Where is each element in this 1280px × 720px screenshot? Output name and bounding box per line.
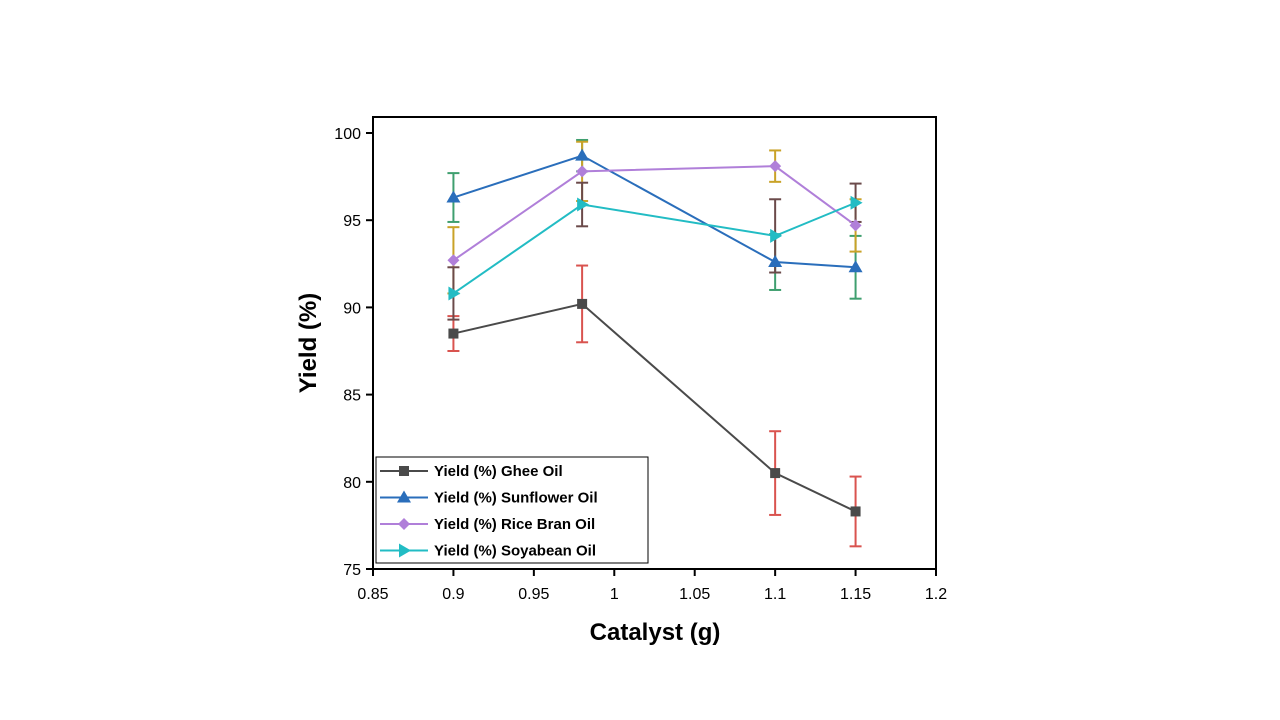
data-point bbox=[850, 506, 861, 517]
x-tick-label: 1 bbox=[610, 586, 619, 603]
legend-marker bbox=[397, 490, 411, 503]
y-tick-label: 90 bbox=[343, 300, 361, 317]
data-point bbox=[769, 160, 782, 173]
data-point bbox=[577, 298, 588, 309]
data-point bbox=[850, 195, 863, 210]
plot-frame bbox=[372, 116, 937, 570]
series-line-1 bbox=[453, 154, 856, 269]
data-point bbox=[576, 165, 589, 178]
data-point bbox=[770, 468, 781, 479]
data-point bbox=[448, 286, 461, 301]
legend-marker bbox=[399, 543, 411, 558]
legend-marker bbox=[398, 518, 410, 530]
y-tick-label: 100 bbox=[334, 126, 361, 143]
legend-label: Yield (%) Soyabean Oil bbox=[434, 543, 596, 560]
data-point bbox=[577, 197, 590, 212]
series-line-3 bbox=[452, 201, 856, 295]
x-axis-title: Catalyst (g) bbox=[590, 619, 721, 646]
legend-box bbox=[375, 456, 649, 564]
legend-label: Yield (%) Rice Bran Oil bbox=[434, 516, 595, 533]
y-tick-label: 75 bbox=[343, 562, 361, 579]
series-line-0 bbox=[453, 302, 857, 513]
y-axis-title: Yield (%) bbox=[295, 293, 322, 393]
x-tick-label: 0.95 bbox=[518, 586, 549, 603]
legend-label: Yield (%) Ghee Oil bbox=[434, 463, 563, 480]
y-tick-label: 85 bbox=[343, 388, 361, 405]
y-tick-label: 95 bbox=[343, 213, 361, 230]
x-tick-label: 1.15 bbox=[840, 586, 871, 603]
legend-marker bbox=[399, 466, 409, 476]
data-point bbox=[448, 328, 459, 339]
x-tick-label: 1.05 bbox=[679, 586, 710, 603]
data-point bbox=[446, 190, 461, 203]
x-tick-label: 0.85 bbox=[357, 586, 388, 603]
data-point bbox=[768, 255, 783, 268]
x-tick-label: 1.2 bbox=[925, 586, 947, 603]
data-point bbox=[849, 219, 862, 232]
x-tick-label: 0.9 bbox=[442, 586, 464, 603]
data-point bbox=[848, 260, 863, 273]
legend-label: Yield (%) Sunflower Oil bbox=[434, 490, 598, 507]
x-tick-label: 1.1 bbox=[764, 586, 786, 603]
y-tick-label: 80 bbox=[343, 475, 361, 492]
data-point bbox=[770, 228, 783, 243]
data-point bbox=[447, 254, 460, 267]
series-line-2 bbox=[452, 165, 857, 262]
data-point bbox=[575, 148, 590, 161]
